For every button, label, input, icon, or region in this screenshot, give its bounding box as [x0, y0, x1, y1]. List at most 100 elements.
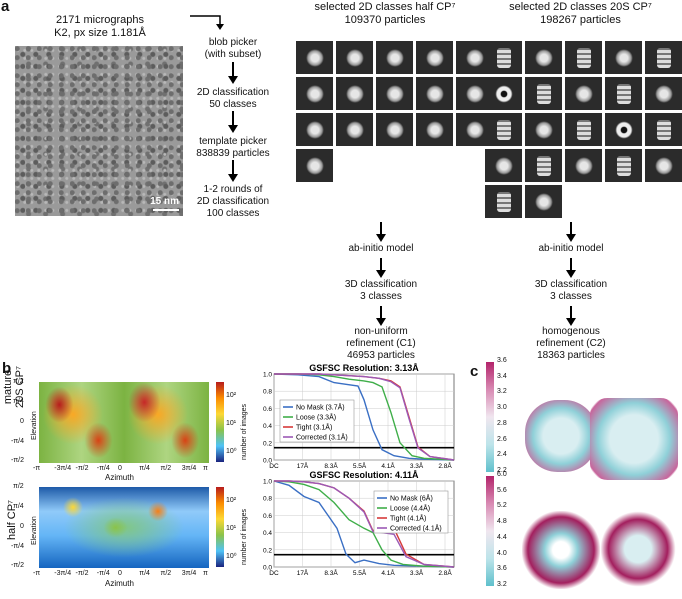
az-tick: 0: [118, 465, 122, 472]
x-tick-label: DC: [269, 463, 279, 470]
el-tick: -π/4: [11, 438, 24, 445]
panel-label-b: b: [2, 360, 12, 377]
az-tick: π/2: [160, 465, 172, 472]
fsc-series-line: [274, 373, 455, 461]
half-cp-step-3d: 3D classification 3 classes: [344, 279, 418, 302]
class-average: [296, 113, 333, 146]
micrograph-pixel-size: K2, px size 1.181Å: [54, 27, 146, 39]
x-tick-label: 3.3Å: [410, 461, 424, 470]
colorbar-tick: 2.6: [497, 435, 507, 443]
az-tick: π/4: [139, 465, 150, 472]
class-average: [485, 149, 522, 182]
class-average: [525, 77, 562, 110]
cp20s-step-3d: 3D classification 3 classes: [534, 279, 608, 302]
x-tick-label: 4.1Å: [381, 568, 395, 577]
az-tick: 0: [118, 570, 122, 577]
y-tick-label: 0.6: [263, 513, 272, 520]
az-tick: -π/2: [75, 465, 89, 472]
elevation-label: Elevation: [31, 411, 38, 440]
fsc-series-line: [273, 480, 455, 568]
bent-arrow: [190, 15, 224, 30]
colorbar-tick: 3.6: [497, 565, 507, 573]
class-average: [645, 113, 682, 146]
az-tick: -π/4: [96, 465, 110, 472]
class-average: [336, 113, 373, 146]
az-tick: 3π/4: [181, 465, 197, 472]
colorbar-label: number of images: [241, 508, 248, 565]
half-cp-2d-classes: [296, 41, 493, 182]
class-average: [416, 41, 453, 74]
panel-label-c: c: [470, 363, 479, 380]
colorbar-label: number of images: [241, 403, 248, 460]
micrograph-image: 15 nm: [15, 46, 183, 216]
class-average: [485, 185, 522, 218]
cbar-tick: 10²: [226, 392, 237, 399]
class-average: [565, 41, 602, 74]
colorbar-ticks-bottom: 6.0 5.6 5.2 4.8 4.4 4.0 3.6 3.2: [497, 471, 517, 591]
cp20s-title: selected 2D classes 20S CP⁷ 198267 parti…: [483, 1, 678, 27]
y-tick-label: 0.4: [263, 530, 272, 537]
class-average: [525, 41, 562, 74]
x-tick-label: 8.3Å: [324, 568, 338, 577]
colorbar-half: [216, 487, 224, 567]
class-average: [336, 77, 373, 110]
el-tick: π/4: [13, 503, 24, 510]
class-average: [565, 77, 602, 110]
el-tick: π/2: [13, 378, 24, 385]
y-tick-label: 0.8: [263, 496, 272, 503]
azimuth-label: Azimuth: [105, 579, 134, 588]
colorbar-tick: 4.4: [497, 533, 507, 541]
class-average: [605, 77, 642, 110]
half-cp-title: selected 2D classes half CP⁷ 109370 part…: [290, 1, 480, 27]
y-tick-label: 0.6: [263, 406, 272, 413]
colorbar-tick: 3.6: [497, 357, 507, 364]
el-tick: π/2: [13, 483, 24, 490]
local-resolution-colorbar-top: [486, 362, 494, 472]
legend-entry: Tight (3.1Å): [296, 423, 332, 432]
az-tick: -π: [33, 465, 41, 472]
cbar-tick: 10⁰: [226, 553, 237, 560]
chart-title: GSFSC Resolution: 4.11Å: [309, 470, 419, 480]
colorbar-ticks-top: 3.6 3.4 3.2 3.0 2.8 2.6 2.4 2.2: [497, 357, 517, 477]
azimuth-ticks-mature: -π -3π/4 -π/2 -π/4 0 π/4 π/2 3π/4 π: [33, 465, 212, 475]
el-tick: -π/4: [11, 543, 24, 550]
y-tick-label: 0.0: [263, 565, 272, 572]
y-tick-label: 0.0: [263, 458, 272, 465]
y-tick-label: 0.2: [263, 547, 272, 554]
class-average: [525, 185, 562, 218]
fsc-chart-mature: GSFSC Resolution: 3.13Å 1.0 0.8 0.6 0.4 0.2 0.…: [263, 363, 455, 470]
y-tick-label: 0.4: [263, 423, 272, 430]
half-cp-step-refine: non-uniform refinement (C1) 46953 partic…: [346, 326, 416, 361]
x-tick-label: 4.1Å: [381, 461, 395, 470]
map-half-cp-top-view: [522, 511, 600, 589]
colorbar-tick: 3.4: [497, 372, 507, 380]
class-average: [376, 77, 413, 110]
az-tick: 3π/4: [181, 570, 197, 577]
legend-entry: Corrected (3.1Å): [296, 433, 348, 442]
fsc-series-line: [273, 480, 455, 568]
class-average: [376, 113, 413, 146]
x-tick-label: 8.3Å: [324, 461, 338, 470]
half-cp-particles: 109370 particles: [344, 14, 426, 26]
colorbar-tick: 4.0: [497, 549, 507, 557]
colorbar-tick: 2.4: [497, 451, 507, 459]
workflow-step-2d-class: 2D classification 50 classes: [196, 87, 270, 110]
x-tick-label: DC: [269, 570, 279, 577]
map-half-cp-side-view: [600, 511, 676, 587]
az-tick: -3π/4: [54, 465, 72, 472]
scale-bar-label: 15 nm: [150, 196, 179, 207]
legend-entry: No Mask (3.7Å): [296, 403, 345, 412]
map-20s-side-view: [590, 398, 678, 480]
colorbar-mature: [216, 382, 224, 462]
class-average: [416, 77, 453, 110]
class-average: [485, 41, 522, 74]
class-average: [336, 41, 373, 74]
colorbar-tick: 2.8: [497, 419, 507, 427]
y-tick-label: 0.2: [263, 440, 272, 447]
legend-entry: Tight (4.1Å): [390, 514, 426, 523]
class-average: [645, 149, 682, 182]
colorbar-tick: 3.0: [497, 404, 507, 412]
x-tick-label: 17Å: [297, 568, 309, 577]
cp20s-title-line: selected 2D classes 20S CP⁷: [509, 1, 652, 13]
az-tick: -π/4: [96, 570, 110, 577]
